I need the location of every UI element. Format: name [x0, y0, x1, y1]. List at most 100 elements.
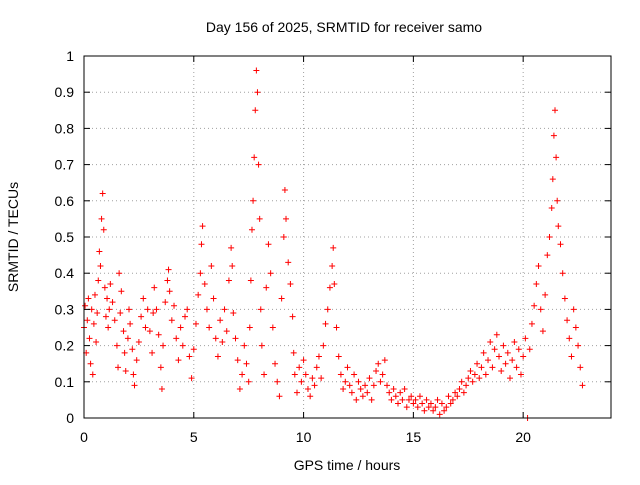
data-point [502, 360, 509, 367]
data-point [539, 328, 546, 335]
data-point [509, 357, 516, 364]
data-point [487, 338, 494, 345]
data-point [285, 259, 292, 266]
data-point [298, 378, 305, 385]
y-tick-label: 0.9 [55, 84, 75, 100]
data-point [434, 396, 441, 403]
data-point [138, 313, 145, 320]
data-point [533, 281, 540, 288]
data-point [127, 320, 134, 327]
data-point [320, 342, 327, 349]
data-point [109, 299, 116, 306]
data-point [186, 353, 193, 360]
data-point [498, 367, 505, 374]
data-point [101, 284, 108, 291]
data-point [179, 342, 186, 349]
data-point [293, 389, 300, 396]
data-point [375, 360, 382, 367]
data-point [117, 310, 124, 317]
data-point [99, 190, 106, 197]
data-point [232, 335, 239, 342]
data-point [346, 382, 353, 389]
data-point [568, 353, 575, 360]
data-point [401, 386, 408, 393]
data-point [253, 67, 260, 74]
data-point [342, 378, 349, 385]
data-point [118, 288, 125, 295]
data-point [368, 396, 375, 403]
data-point [280, 234, 287, 240]
data-point [140, 295, 147, 302]
data-point [572, 324, 579, 331]
data-point [500, 342, 507, 349]
data-point [335, 353, 342, 360]
data-point [241, 342, 248, 349]
data-point [206, 324, 213, 331]
data-point [392, 393, 399, 400]
data-point [419, 400, 426, 407]
data-point [261, 371, 268, 378]
data-point [331, 281, 338, 288]
data-point [549, 176, 556, 183]
data-point [89, 371, 96, 378]
data-point [526, 346, 533, 353]
data-point [318, 375, 325, 382]
data-point [445, 393, 452, 400]
data-point [311, 382, 318, 389]
data-point [520, 353, 527, 360]
data-point [162, 299, 169, 306]
data-point [105, 324, 112, 331]
data-point [102, 313, 109, 320]
data-point [570, 306, 577, 313]
data-point [531, 302, 538, 309]
y-tick-label: 0.4 [55, 265, 75, 281]
data-point [337, 371, 344, 378]
data-point [276, 393, 283, 400]
data-point [144, 306, 151, 313]
data-point [452, 389, 459, 396]
data-point [357, 386, 364, 393]
data-point [561, 295, 568, 302]
data-point [544, 252, 551, 259]
data-point [120, 328, 127, 335]
data-point [113, 342, 120, 349]
data-point [489, 364, 496, 371]
data-point [438, 400, 445, 407]
data-point [184, 306, 191, 313]
data-point [329, 262, 336, 269]
data-point [414, 404, 421, 411]
data-point [165, 266, 172, 273]
data-point [212, 335, 219, 342]
data-point [149, 349, 156, 356]
data-point [91, 291, 98, 298]
x-axis-label: GPS time / hours [294, 457, 401, 473]
data-point [517, 371, 524, 378]
data-point [221, 306, 228, 313]
data-point [166, 288, 173, 295]
data-point [86, 335, 93, 342]
data-point [173, 335, 180, 342]
data-point [436, 411, 443, 418]
data-point [150, 310, 157, 317]
data-point [390, 386, 397, 393]
y-tick-label: 0.7 [55, 157, 75, 173]
data-point [557, 241, 564, 248]
data-point [157, 364, 164, 371]
data-point [324, 306, 331, 313]
data-point [290, 349, 297, 356]
data-point [146, 328, 153, 335]
data-point [405, 396, 412, 403]
data-point [302, 371, 309, 378]
data-point [267, 270, 274, 277]
data-point [236, 386, 243, 393]
data-point [388, 396, 395, 403]
data-point [416, 393, 423, 400]
data-point [278, 295, 285, 302]
data-point [175, 357, 182, 364]
data-point [239, 371, 246, 378]
data-point [344, 364, 351, 371]
x-tick-label: 0 [80, 429, 88, 445]
data-point [96, 248, 103, 255]
data-point [228, 244, 235, 251]
